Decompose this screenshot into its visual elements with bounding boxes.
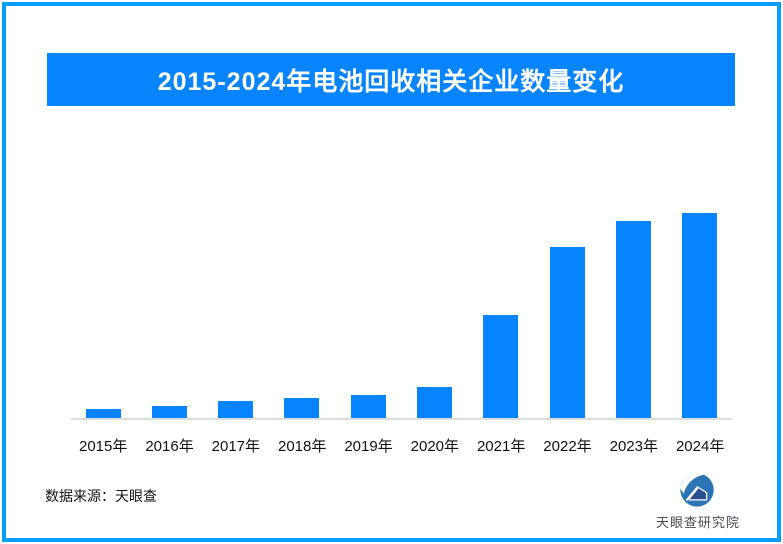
bar-column — [543, 247, 591, 418]
bar-column — [79, 408, 127, 418]
x-tick-label: 2017年 — [211, 438, 261, 455]
bar-chart: 2015年 2016年 2017年 2018年 2019年 2020年 2021年 2022年… — [71, 212, 732, 456]
x-tick-label: 2015年 — [79, 438, 128, 455]
bar-2019年 — [350, 395, 386, 418]
x-axis-labels: 2015年 2016年 2017年 2018年 2019年 2020年 2021年 2022年… — [71, 435, 732, 456]
chart-title: 2015-2024年电池回收相关企业数量变化 — [157, 67, 625, 96]
bar-2017年 — [218, 401, 254, 418]
x-tick-label: 2018年 — [277, 438, 327, 455]
x-axis-line — [71, 418, 732, 420]
title-banner: 2015-2024年电池回收相关企业数量变化 — [47, 53, 735, 106]
logo-label: 天眼查研究院 — [655, 515, 740, 530]
bar-column — [676, 213, 724, 418]
x-tick-label: 2020年 — [410, 438, 460, 455]
bar-2022年 — [549, 247, 585, 418]
data-source-label: 数据来源：天眼查 — [45, 488, 157, 504]
x-tick-label: 2024年 — [675, 438, 725, 455]
bar-2018年 — [284, 398, 320, 418]
bar-2016年 — [151, 405, 187, 418]
x-tick-label: 2016年 — [145, 438, 194, 455]
bar-2015年 — [85, 408, 121, 418]
x-tick-label: 2021年 — [476, 438, 526, 455]
bar-column — [610, 220, 658, 418]
x-tick-label: 2023年 — [609, 438, 658, 455]
bar-column — [145, 405, 193, 418]
bar-column — [411, 387, 459, 418]
tianyancha-eye-logo-icon — [679, 470, 719, 507]
bar-column — [278, 398, 326, 418]
x-tick-label: 2019年 — [344, 438, 393, 455]
bar-2024年 — [682, 213, 718, 418]
bar-2021年 — [483, 315, 519, 418]
bar-group — [71, 212, 732, 418]
bar-column — [344, 395, 392, 418]
bar-column — [477, 315, 525, 418]
bar-2020年 — [417, 387, 453, 418]
x-tick-label: 2022年 — [543, 438, 592, 455]
tianyancha-research-logo: 天眼查研究院 — [651, 466, 745, 531]
bar-2023年 — [616, 220, 652, 418]
bar-column — [212, 401, 260, 418]
